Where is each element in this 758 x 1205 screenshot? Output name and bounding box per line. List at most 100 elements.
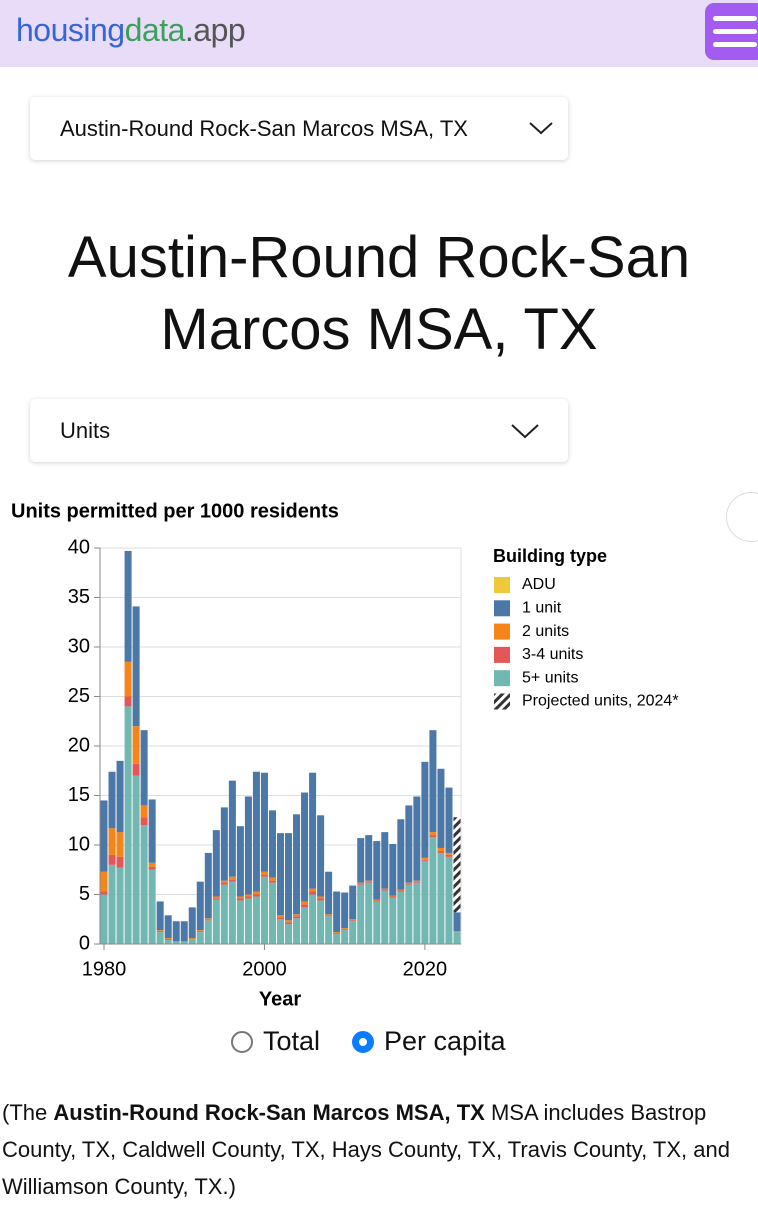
bar-segment: [253, 895, 260, 897]
bar-segment: [157, 931, 164, 932]
location-select[interactable]: Austin-Round Rock-San Marcos MSA, TX: [30, 97, 568, 160]
bar-segment: [373, 900, 380, 901]
mode-radios: Total Per capita: [0, 1026, 758, 1066]
bar-segment: [165, 939, 172, 940]
bar-segment: [341, 893, 348, 929]
bar-segment: [293, 914, 300, 916]
bar-segment: [221, 881, 228, 883]
bar-segment: [229, 880, 236, 882]
bar-segment: [109, 855, 116, 865]
select-value: Units: [60, 399, 110, 462]
bar-segment: [405, 884, 412, 885]
bar-segment: [269, 810, 276, 877]
bar-segment: [381, 832, 388, 888]
bar-segment: [149, 863, 156, 867]
bar-segment: [381, 891, 388, 944]
bar-segment: [277, 833, 284, 915]
bar-segment: [285, 920, 292, 922]
radio-option[interactable]: Total: [231, 1026, 320, 1057]
radio-option[interactable]: Per capita: [352, 1026, 506, 1057]
bar-segment: [133, 606, 140, 726]
bar-segment: [237, 900, 244, 944]
bar-segment: [277, 917, 284, 919]
bar-segment: [245, 895, 252, 897]
bar-segment: [133, 776, 140, 944]
bar-segment: [253, 892, 260, 895]
metric-select[interactable]: Units: [30, 399, 568, 462]
bar-segment: [349, 921, 356, 944]
footnote-text: (The: [2, 1100, 53, 1125]
bar-segment: [421, 762, 428, 858]
y-tick-label: 25: [68, 685, 90, 707]
footnote: (The Austin-Round Rock-San Marcos MSA, T…: [2, 1094, 758, 1205]
bar-segment: [373, 899, 380, 900]
bar-segment: [293, 918, 300, 944]
bar-segment: [421, 861, 428, 944]
x-tick-label: 1980: [82, 958, 127, 980]
bar-segment: [437, 848, 444, 851]
bar-segment: [397, 819, 404, 889]
bar-segment: [373, 841, 380, 899]
bar-segment: [437, 853, 444, 944]
bar-segment: [405, 885, 412, 944]
legend-label: 3-4 units: [522, 646, 583, 663]
bar-segment: [141, 825, 148, 944]
bar-segment: [149, 870, 156, 944]
bar-segment: [389, 844, 396, 895]
bar-segment: [389, 895, 396, 896]
bar-segment: [349, 886, 356, 920]
legend-swatch: [494, 577, 510, 593]
bar-segment: [229, 882, 236, 944]
bar-segment: [229, 781, 236, 877]
radio-label: Per capita: [384, 1026, 506, 1057]
bar-segment: [165, 915, 172, 938]
bar-segment: [213, 896, 220, 898]
bar-segment: [157, 930, 164, 931]
x-tick-label: 2020: [403, 958, 448, 980]
bar-segment: [269, 883, 276, 944]
menu-button[interactable]: [705, 3, 758, 60]
bar-segment: [117, 832, 124, 857]
bar-segment: [453, 932, 460, 944]
chart: Units permitted per 1000 residents Year …: [0, 490, 758, 1025]
bar-segment: [357, 885, 364, 944]
x-tick-label: 2000: [242, 958, 287, 980]
legend-label: ADU: [522, 576, 556, 593]
bar-segment: [205, 853, 212, 918]
bar-segment: [237, 826, 244, 896]
bar-segment: [181, 941, 188, 942]
bar-segment: [317, 815, 324, 896]
brand[interactable]: housingdata.app: [16, 12, 245, 49]
bar-segment: [405, 883, 412, 884]
chevron: [510, 423, 540, 439]
bar-segment: [117, 857, 124, 868]
footnote-bold: Austin-Round Rock-San Marcos MSA, TX: [53, 1100, 484, 1125]
bar-segment: [117, 868, 124, 944]
bar-segment: [357, 838, 364, 883]
bar-segment: [237, 898, 244, 900]
bar-segment: [245, 896, 252, 898]
bar-segment: [253, 772, 260, 892]
bar-segment: [205, 918, 212, 919]
bar-segment: [197, 930, 204, 931]
bar-segment: [285, 833, 292, 920]
bar-segment: [261, 872, 268, 875]
bar-segment: [157, 901, 164, 930]
radio-dot[interactable]: [231, 1031, 253, 1053]
bar-segment: [333, 934, 340, 944]
y-tick-label: 35: [68, 586, 90, 608]
bar-segment: [245, 898, 252, 944]
bar-segment: [125, 706, 132, 944]
bar-segment: [333, 933, 340, 934]
bar-segment: [253, 896, 260, 944]
legend-swatch: [494, 647, 510, 663]
bar-segment: [269, 881, 276, 883]
bar-segment: [173, 921, 180, 941]
bar-segment: [141, 730, 148, 805]
y-tick-label: 5: [79, 883, 90, 905]
bar-segment: [437, 851, 444, 853]
brand-part: .app: [185, 12, 245, 48]
radio-dot[interactable]: [352, 1031, 374, 1053]
bar-segment: [317, 898, 324, 900]
bar-segment: [429, 835, 436, 837]
